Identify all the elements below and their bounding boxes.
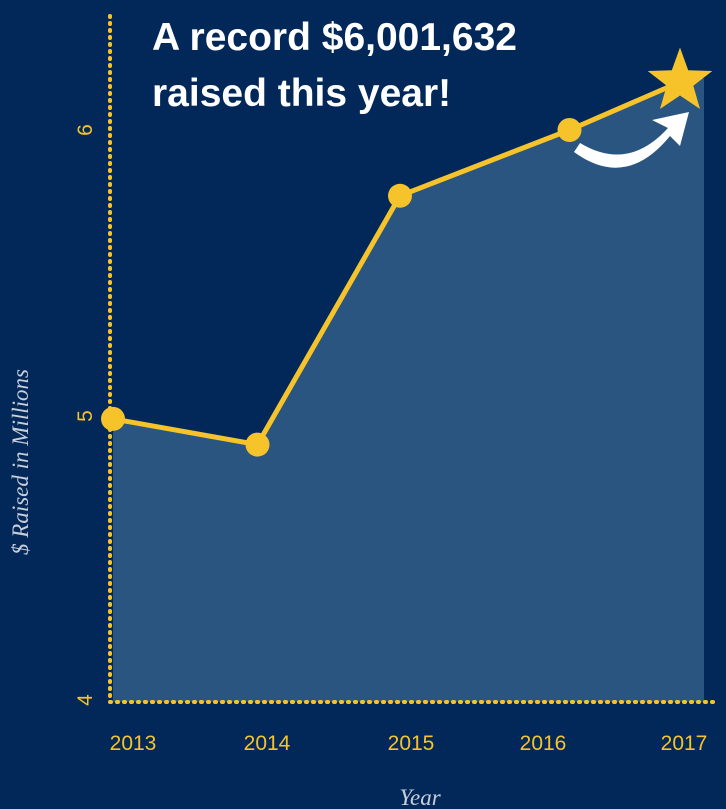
x-tick-label: 2014 bbox=[244, 732, 291, 755]
data-point-2013 bbox=[101, 406, 125, 431]
chart-title-line-1: A record $6,001,632 bbox=[152, 16, 517, 59]
curved-arrow-icon bbox=[574, 112, 689, 168]
data-point-2015 bbox=[388, 183, 412, 208]
data-point-2016 bbox=[557, 118, 582, 142]
y-tick-label: 4 bbox=[74, 694, 97, 706]
y-axis-title: $ Raised in Millions bbox=[8, 369, 33, 555]
data-point-2014 bbox=[245, 432, 270, 457]
star-icon bbox=[647, 47, 713, 109]
x-axis-title: Year bbox=[399, 785, 441, 809]
x-tick-label: 2016 bbox=[520, 732, 567, 755]
y-tick-label: 6 bbox=[74, 124, 97, 136]
area-fill bbox=[113, 78, 704, 702]
x-tick-label: 2013 bbox=[110, 732, 157, 755]
x-tick-label: 2015 bbox=[388, 732, 435, 755]
chart-title-line-2: raised this year! bbox=[152, 72, 451, 115]
x-tick-label: 2017 bbox=[661, 732, 708, 755]
y-tick-label: 5 bbox=[74, 410, 97, 422]
